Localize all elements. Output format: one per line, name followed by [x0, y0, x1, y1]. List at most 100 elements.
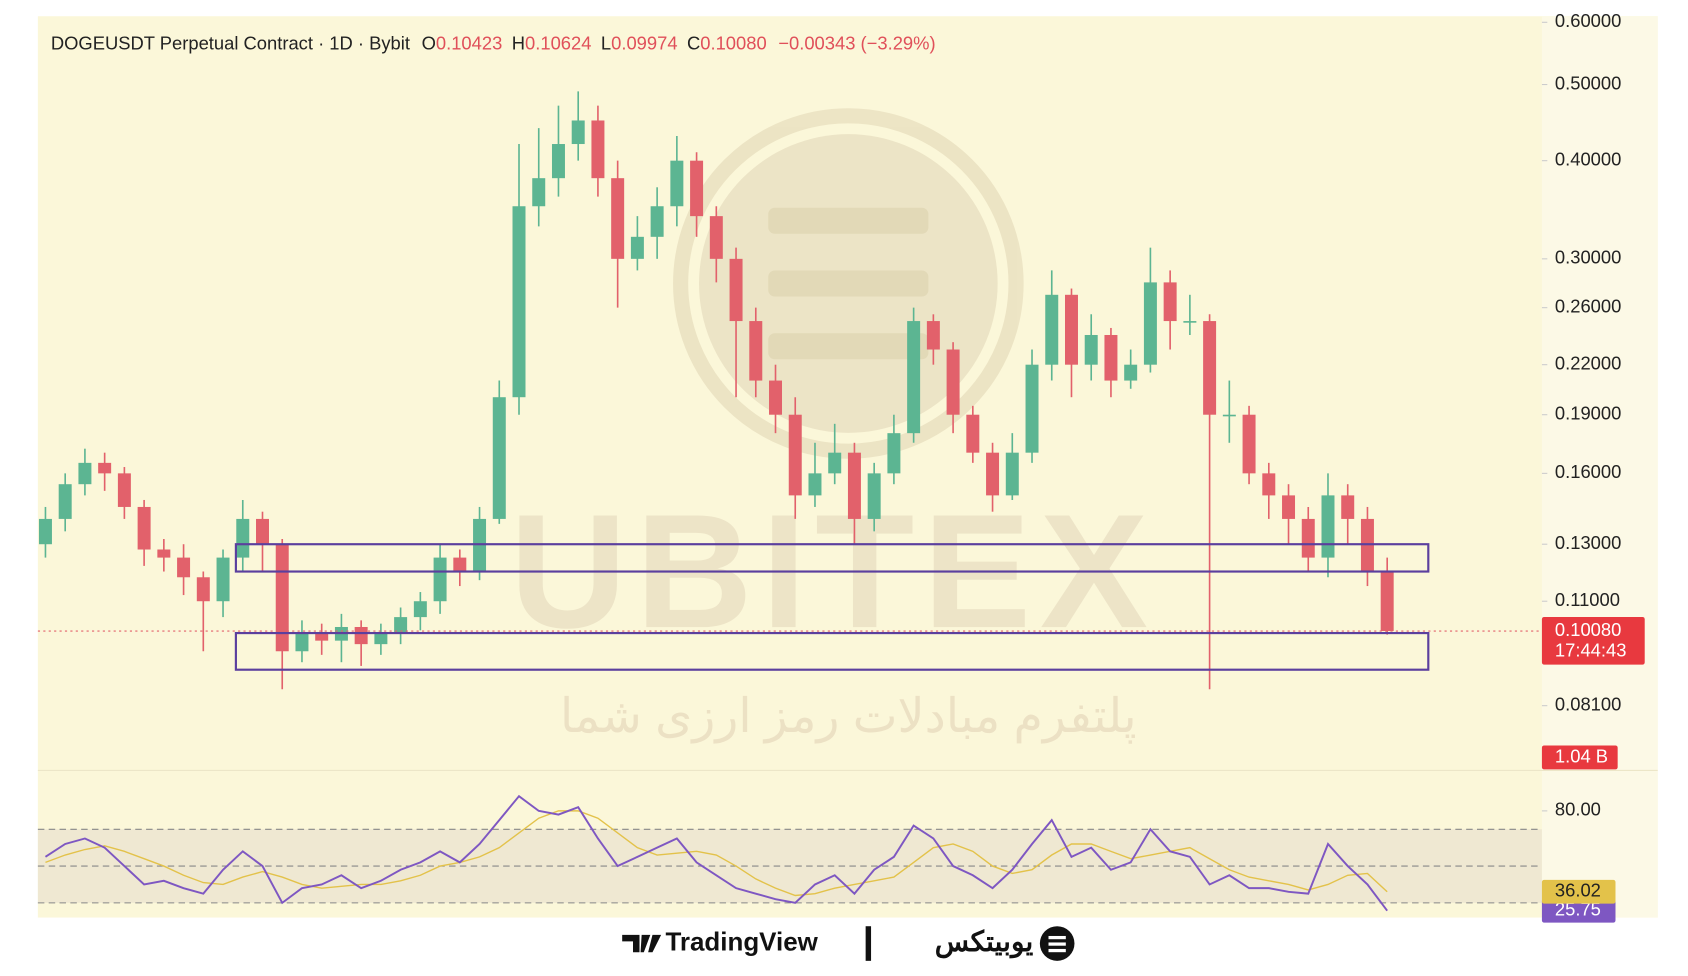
y-tick-label: 0.50000 — [1555, 72, 1621, 93]
plot: 0.60000 0.50000 0.40000 0.30000 0.26000 0.220… — [37, 10, 1645, 923]
y-tick-label: 0.11000 — [1555, 589, 1620, 610]
candle-body — [1203, 321, 1217, 415]
candle-body — [256, 518, 269, 545]
candle-body — [1222, 414, 1236, 417]
candle-body — [413, 601, 427, 618]
footer: TradingView یوبیتکس — [622, 926, 1075, 961]
candle-body — [78, 462, 92, 485]
tradingview-logo — [622, 934, 662, 953]
candle-body — [433, 557, 447, 602]
candle-body — [926, 321, 940, 350]
value-tag — [1541, 879, 1616, 904]
ohlc-label: O — [422, 32, 436, 53]
volume-label: 1.04 B — [1555, 745, 1608, 766]
logo-bar — [768, 207, 929, 234]
y-tick-label: 0.26000 — [1555, 296, 1621, 317]
y-tick-label: 0.22000 — [1555, 353, 1621, 374]
y-tick-label: 0.19000 — [1555, 403, 1621, 424]
candle-body — [236, 518, 250, 558]
y-tick-label: 0.16000 — [1555, 461, 1621, 482]
change: −0.00343 (−3.29%) — [778, 32, 935, 53]
value-tag-label: 36.02 — [1555, 880, 1601, 901]
logo-bar — [1048, 948, 1066, 953]
ohlc-label: C — [687, 32, 700, 53]
zone-box — [234, 631, 1430, 671]
candle-body — [1242, 414, 1256, 474]
candle-body — [1084, 334, 1098, 365]
countdown: 17:44:43 — [1555, 639, 1627, 660]
candle-body — [690, 160, 704, 217]
watermark-tagline: پلتفرم مبادلات رمز ارزی شما — [560, 690, 1137, 744]
logo-ring — [673, 108, 1024, 459]
candle-body — [650, 206, 664, 237]
candle-body — [867, 473, 881, 519]
rsi-line — [45, 810, 1388, 897]
y-tick-label: 0.60000 — [1555, 10, 1621, 31]
candle-body — [1380, 571, 1394, 632]
candle-body — [1143, 282, 1157, 365]
y-tick-label: 0.40000 — [1555, 149, 1621, 170]
y-tick-label: 0.13000 — [1555, 532, 1621, 553]
candle-body — [670, 160, 684, 207]
candle-body — [117, 473, 131, 507]
y-tick-label: 0.08100 — [1555, 694, 1621, 715]
candle-body — [177, 557, 191, 578]
candle-body — [394, 617, 408, 634]
candle-body — [788, 414, 802, 496]
zone-box — [234, 543, 1430, 573]
ohlc-label: L — [601, 32, 611, 53]
candle-body — [354, 626, 368, 645]
value-tag-label: 25.75 — [1555, 899, 1601, 920]
logo-bar — [1048, 942, 1066, 946]
candle-body — [611, 178, 625, 259]
logo-bar — [1048, 935, 1066, 940]
value-tag — [1541, 898, 1616, 923]
ohlc-value: 0.10423 — [436, 32, 502, 53]
candle-body — [571, 120, 585, 145]
rsi-line — [44, 794, 1388, 912]
y-tick-label: 80.00 — [1555, 799, 1601, 820]
ohlc-label: H — [512, 32, 525, 53]
candle-body — [630, 236, 644, 259]
logo-bar — [768, 333, 929, 360]
candle-body — [887, 433, 901, 474]
candle-body — [847, 452, 861, 519]
candle-body — [808, 473, 822, 496]
candle-body — [38, 518, 52, 545]
candle-body — [216, 557, 230, 602]
footer-left: TradingView — [665, 926, 818, 956]
candle-body — [1104, 334, 1118, 381]
candle-body — [1045, 294, 1059, 365]
candle-body — [295, 633, 309, 652]
candle-body — [709, 216, 723, 259]
candle-body — [1124, 364, 1138, 381]
logo-bar — [768, 270, 929, 297]
candle-body — [196, 577, 210, 602]
candle-body — [1282, 495, 1296, 519]
candle-body — [315, 633, 329, 641]
candle-body — [492, 397, 506, 519]
candle-body — [1183, 321, 1197, 323]
candle-body — [1321, 495, 1335, 558]
candle-body — [551, 144, 565, 179]
header: DOGEUSDT Perpetual Contract · 1D · Bybit… — [51, 32, 936, 53]
volume-tag — [1541, 745, 1618, 770]
price-tag — [1541, 616, 1645, 665]
candle-body — [907, 321, 921, 434]
candle-body — [1262, 473, 1276, 496]
candle-body — [986, 452, 1000, 496]
candle-body — [374, 633, 388, 645]
ohlc-value: 0.10080 — [700, 32, 766, 53]
candle-body — [966, 414, 980, 453]
candle-body — [157, 549, 171, 558]
symbol-title: DOGEUSDT Perpetual Contract · 1D · Bybit — [51, 32, 410, 53]
candle-body — [1025, 364, 1039, 453]
candle-body — [1163, 282, 1177, 322]
candle-body — [137, 506, 151, 550]
candle-body — [532, 178, 546, 207]
divider — [865, 926, 872, 961]
y-tick-label: 0.30000 — [1555, 247, 1621, 268]
candle-body — [58, 484, 72, 519]
candle-body — [275, 544, 289, 652]
